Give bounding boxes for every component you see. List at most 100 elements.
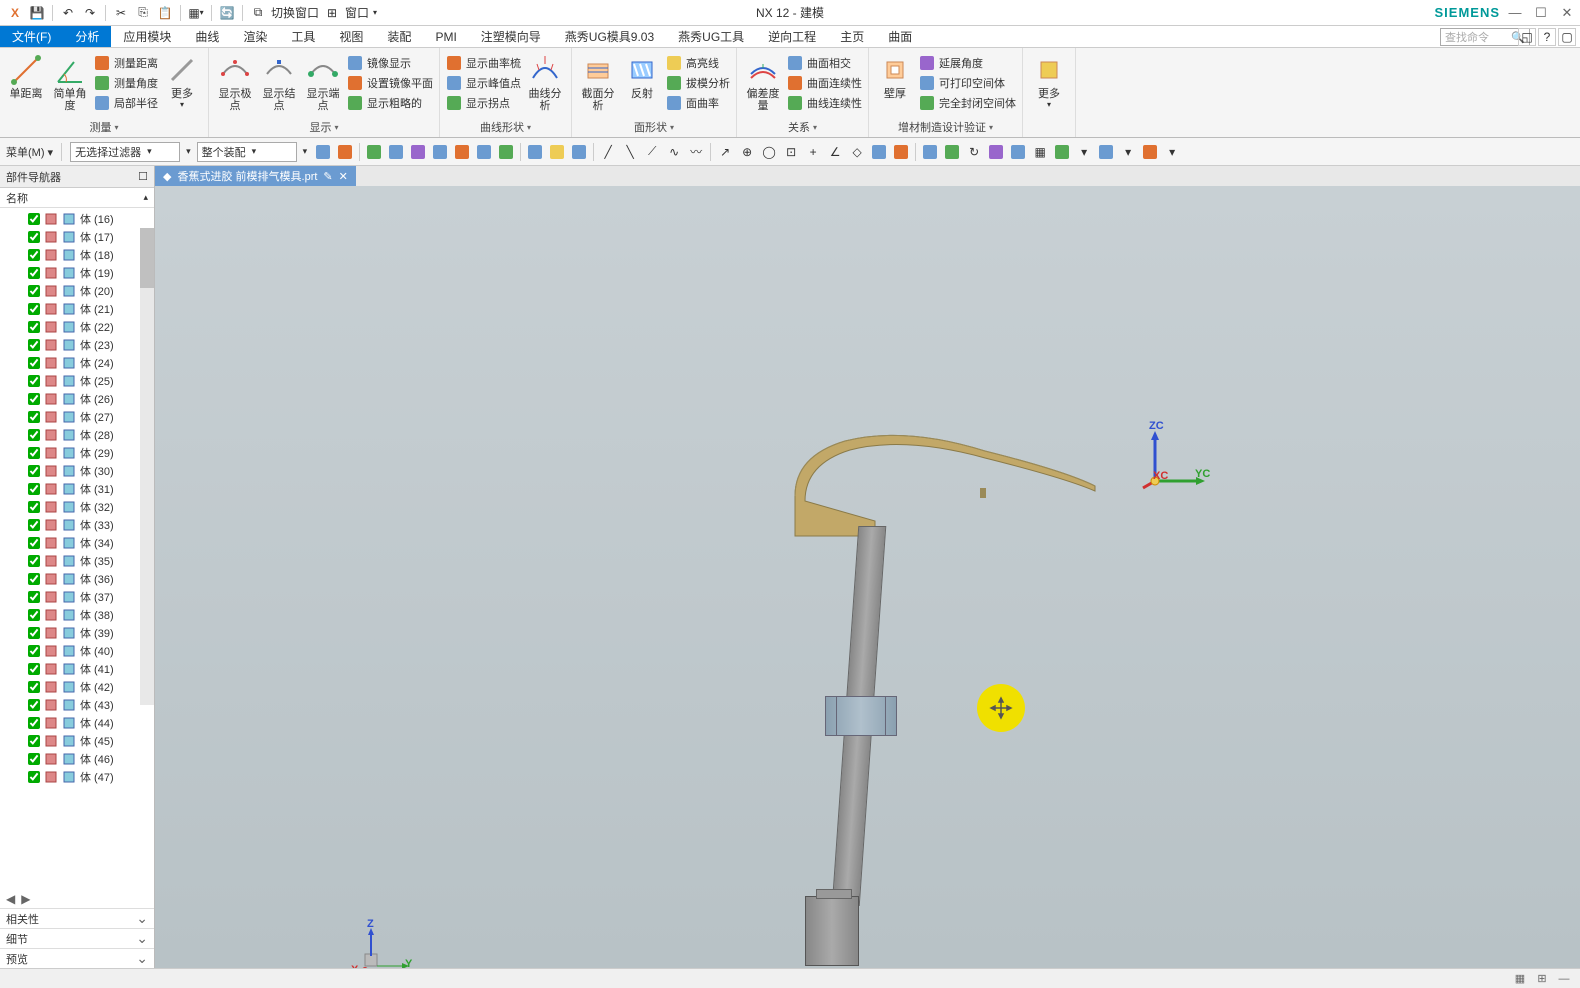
tree-item[interactable]: 体 (44) [0, 714, 154, 732]
tree-item-checkbox[interactable] [28, 699, 40, 711]
tab-燕秀UG模具9.03[interactable]: 燕秀UG模具9.03 [553, 26, 666, 47]
tab-逆向工程[interactable]: 逆向工程 [756, 26, 828, 47]
tb-icon[interactable] [430, 142, 450, 162]
tb-icon[interactable] [1096, 142, 1116, 162]
show-endpoints-button[interactable]: 显示端点 [303, 50, 343, 112]
ribbon-collapse-icon[interactable]: ▢ [1558, 28, 1576, 46]
tb-icon[interactable] [386, 142, 406, 162]
tab-燕秀UG工具[interactable]: 燕秀UG工具 [666, 26, 756, 47]
simple-angle-button[interactable]: 简单角度 [50, 50, 90, 112]
tree-prev-icon[interactable]: ◀ [6, 892, 15, 906]
tb-icon[interactable] [547, 142, 567, 162]
tree-item[interactable]: 体 (23) [0, 336, 154, 354]
tree-item[interactable]: 体 (28) [0, 426, 154, 444]
tree-item[interactable]: 体 (24) [0, 354, 154, 372]
tree-item-checkbox[interactable] [28, 483, 40, 495]
wall-thickness-button[interactable]: 壁厚 [875, 50, 915, 100]
maximize-button[interactable]: ☐ [1528, 3, 1554, 23]
highlight-lines-button[interactable]: 高亮线 [666, 54, 730, 72]
tree-item-checkbox[interactable] [28, 573, 40, 585]
tb-icon[interactable] [920, 142, 940, 162]
tb-icon[interactable] [942, 142, 962, 162]
show-knots-button[interactable]: 显示结点 [259, 50, 299, 112]
tree-item[interactable]: 体 (37) [0, 588, 154, 606]
switch-window-label[interactable]: 切换窗口 [271, 4, 319, 21]
window-icon[interactable]: ⊞ [323, 4, 341, 22]
ribbon-more-button[interactable]: 更多 ▾ [1029, 50, 1069, 109]
tb-icon[interactable]: ▾ [1118, 142, 1138, 162]
redo-icon[interactable]: ↷ [81, 4, 99, 22]
tab-应用模块[interactable]: 应用模块 [111, 26, 183, 47]
tree-item[interactable]: 体 (20) [0, 282, 154, 300]
tb-icon[interactable] [1052, 142, 1072, 162]
tree-column-header[interactable]: 名称 [0, 188, 154, 208]
command-search[interactable]: 查找命令 🔍 [1440, 28, 1530, 46]
tb-icon[interactable] [496, 142, 516, 162]
tree-item-checkbox[interactable] [28, 249, 40, 261]
tb-icon[interactable] [525, 142, 545, 162]
window-label[interactable]: 窗口 [345, 4, 369, 21]
minimize-button[interactable]: — [1502, 3, 1528, 23]
tree-item-checkbox[interactable] [28, 429, 40, 441]
measure-angle-button[interactable]: 测量角度 [94, 74, 158, 92]
tb-icon[interactable] [1140, 142, 1160, 162]
tree-item-checkbox[interactable] [28, 663, 40, 675]
tb-icon[interactable]: ⊕ [737, 142, 757, 162]
tree-item[interactable]: 体 (19) [0, 264, 154, 282]
tree-item-checkbox[interactable] [28, 519, 40, 531]
tb-icon[interactable] [452, 142, 472, 162]
tree-item-checkbox[interactable] [28, 375, 40, 387]
tree-item-checkbox[interactable] [28, 627, 40, 639]
tb-icon[interactable] [408, 142, 428, 162]
printable-volume-button[interactable]: 可打印空间体 [919, 74, 1016, 92]
close-button[interactable]: ✕ [1554, 3, 1580, 23]
show-poles-button[interactable]: 显示极点 [215, 50, 255, 112]
reflection-button[interactable]: 反射 [622, 50, 662, 100]
tb-icon[interactable]: ▾ [1074, 142, 1094, 162]
tree-item[interactable]: 体 (27) [0, 408, 154, 426]
tab-曲线[interactable]: 曲线 [183, 26, 231, 47]
tree-item-checkbox[interactable] [28, 717, 40, 729]
ribbon-help-icon[interactable]: ? [1538, 28, 1556, 46]
tb-icon[interactable]: ▾ [1162, 142, 1182, 162]
pin-icon[interactable]: ☐ [138, 170, 148, 183]
tree-item-checkbox[interactable] [28, 321, 40, 333]
panel-preview[interactable]: 预览 [0, 948, 154, 968]
status-icon[interactable]: ⊞ [1534, 971, 1550, 987]
paste-icon[interactable]: 📋 [156, 4, 174, 22]
show-rough-button[interactable]: 显示粗略的 [347, 94, 433, 112]
tb-icon[interactable]: ╲ [620, 142, 640, 162]
tree-item-checkbox[interactable] [28, 411, 40, 423]
file-tab-close-icon[interactable]: ✕ [339, 170, 348, 183]
tb-icon[interactable]: ∠ [825, 142, 845, 162]
tree-item-checkbox[interactable] [28, 735, 40, 747]
tree-item[interactable]: 体 (47) [0, 768, 154, 786]
tab-渲染[interactable]: 渲染 [231, 26, 279, 47]
tb-icon[interactable]: ⊡ [781, 142, 801, 162]
tree-item-checkbox[interactable] [28, 555, 40, 567]
tab-主页[interactable]: 主页 [828, 26, 876, 47]
tab-PMI[interactable]: PMI [423, 26, 468, 47]
tree-item[interactable]: 体 (31) [0, 480, 154, 498]
measure-more-button[interactable]: 更多 ▾ [162, 50, 202, 109]
tree-item-checkbox[interactable] [28, 357, 40, 369]
tb-icon[interactable] [364, 142, 384, 162]
draft-analysis-button[interactable]: 拔模分析 [666, 74, 730, 92]
tree-item[interactable]: 体 (41) [0, 660, 154, 678]
local-radius-button[interactable]: 局部半径 [94, 94, 158, 112]
tb-icon[interactable] [1008, 142, 1028, 162]
tree-item-checkbox[interactable] [28, 681, 40, 693]
enclosed-volume-button[interactable]: 完全封闭空间体 [919, 94, 1016, 112]
tb-icon[interactable]: ◯ [759, 142, 779, 162]
tab-工具[interactable]: 工具 [279, 26, 327, 47]
ribbon-restore-icon[interactable]: ◱ [1518, 28, 1536, 46]
tb-icon[interactable]: ⟋ [642, 142, 662, 162]
tb-icon[interactable]: ◇ [847, 142, 867, 162]
tb-icon[interactable] [891, 142, 911, 162]
tree-item[interactable]: 体 (25) [0, 372, 154, 390]
tree-item[interactable]: 体 (35) [0, 552, 154, 570]
tb-icon[interactable] [869, 142, 889, 162]
surface-intersect-button[interactable]: 曲面相交 [787, 54, 862, 72]
tb-icon[interactable] [986, 142, 1006, 162]
face-curvature-button[interactable]: 面曲率 [666, 94, 730, 112]
